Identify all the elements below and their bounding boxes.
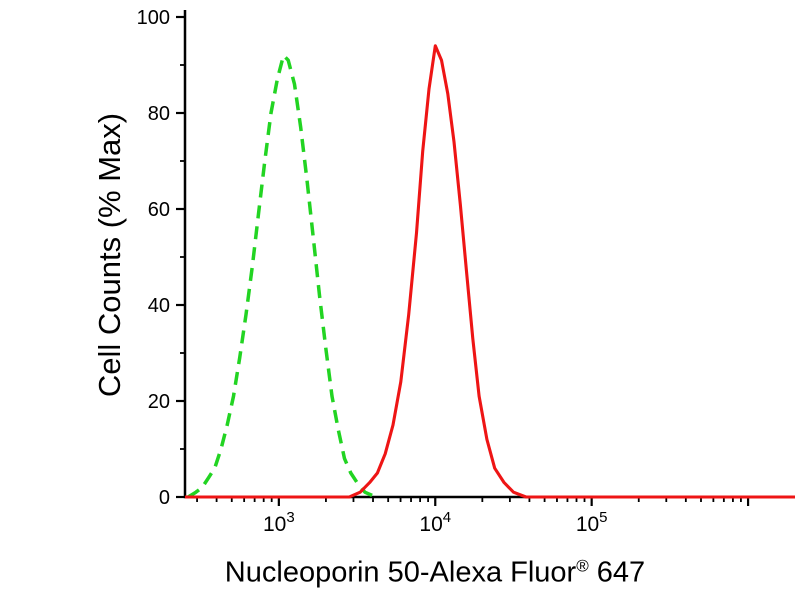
x-tick-label: 105 (576, 509, 608, 536)
y-tick-label: 80 (148, 103, 170, 125)
flow-cytometry-chart: 0 20 40 60 80 100 103 104 105 (137, 7, 795, 536)
series-negative-control (187, 53, 377, 499)
x-tick-label: 103 (263, 509, 295, 536)
y-tick-label: 40 (148, 295, 170, 317)
registered-trademark-symbol: ® (576, 556, 589, 576)
y-axis-title-text: Cell Counts (% Max) (92, 112, 127, 398)
y-tick-label: 100 (137, 7, 170, 29)
y-tick-label: 20 (148, 391, 170, 413)
x-axis-title-main: Nucleoporin 50-Alexa Fluor (224, 556, 577, 589)
series-nucleoporin-50-stained (185, 44, 795, 499)
x-axis-title-suffix: 647 (588, 556, 646, 589)
y-tick-label: 0 (159, 487, 170, 509)
x-axis-title: Nucleoporin 50-Alexa Fluor® 647 (225, 557, 645, 590)
y-tick-label: 60 (148, 199, 170, 221)
x-tick-label: 104 (419, 509, 451, 536)
y-axis-title: Cell Counts (% Max) (92, 113, 128, 397)
